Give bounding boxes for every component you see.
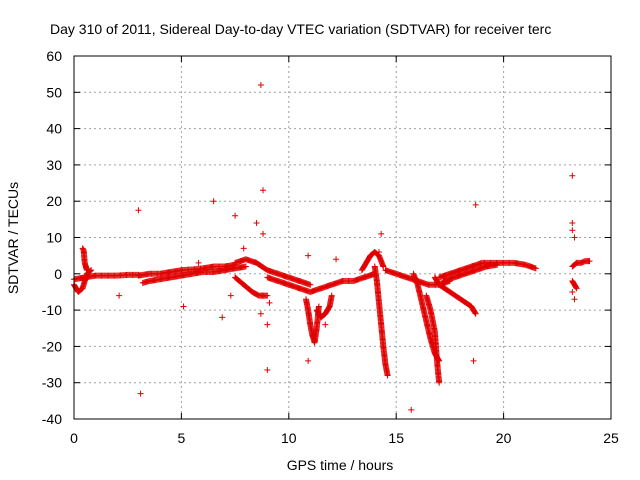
outlier-point [470,357,477,364]
outlier-point [180,303,187,310]
outlier-point [260,230,267,237]
data-point [380,263,387,270]
x-axis-title: GPS time / hours [287,457,394,473]
data-point [242,263,249,270]
outlier-point [257,310,264,317]
x-tick-label: 0 [70,430,78,446]
y-tick-label: -30 [42,375,62,391]
outlier-point [569,288,576,295]
y-tick-label: 10 [46,230,62,246]
y-tick-label: 0 [54,266,62,282]
data-point [494,261,501,268]
outlier-point [569,227,576,234]
data-point [328,292,335,299]
y-tick-label: -10 [42,302,62,318]
outlier-point [240,245,247,252]
outlier-point [260,292,267,299]
y-tick-label: 60 [46,48,62,64]
data-point [83,267,90,274]
data-point [573,284,580,291]
outlier-point [195,259,202,266]
data-point [315,303,322,310]
y-tick-label: 40 [46,121,62,137]
outlier-point [227,292,234,299]
outlier-point [376,249,383,256]
outlier-point [408,406,415,413]
x-tick-label: 10 [281,430,297,446]
outlier-point [264,321,271,328]
x-tick-label: 25 [603,430,619,446]
data-point [384,372,391,379]
outlier-point [135,207,142,214]
data-point [307,281,314,288]
outlier-point [569,172,576,179]
x-tick-label: 15 [388,430,404,446]
outlier-point [305,252,312,259]
data-point [87,267,94,274]
data-point [532,265,539,272]
y-tick-label: -20 [42,338,62,354]
outlier-point [257,82,264,89]
x-tick-label: 20 [496,430,512,446]
data-point [436,379,443,386]
data-point [472,309,479,316]
data-point [586,258,593,265]
outlier-point [264,366,271,373]
outlier-point [322,321,329,328]
outlier-point [571,234,578,241]
outlier-point [232,212,239,219]
y-tick-label: -40 [42,411,62,427]
data-point [472,310,479,317]
y-tick-label: 30 [46,157,62,173]
data-points [71,82,593,413]
outlier-point [571,296,578,303]
outlier-point [137,390,144,397]
tick-labels: 0 5 10 15 20 25 -40 -30 -20 -10 0 10 20 30 40 50 60 [42,48,619,446]
outlier-point [333,256,340,263]
outlier-point [210,198,217,205]
y-tick-label: 20 [46,193,62,209]
outlier-point [266,299,273,306]
plot-frame [73,55,612,420]
y-axis-title: SDTVAR / TECUs [5,182,21,294]
outlier-point [253,219,260,226]
outlier-point [260,187,267,194]
outlier-point [116,292,123,299]
y-tick-label: 50 [46,84,62,100]
outlier-point [219,314,226,321]
grid-layer [74,56,611,419]
outlier-point [378,230,385,237]
outlier-point [569,219,576,226]
x-tick-label: 5 [178,430,186,446]
chart-title: Day 310 of 2011, Sidereal Day-to-day VTE… [50,21,551,37]
data-point [573,285,580,292]
outlier-point [305,357,312,364]
outlier-point [472,201,479,208]
